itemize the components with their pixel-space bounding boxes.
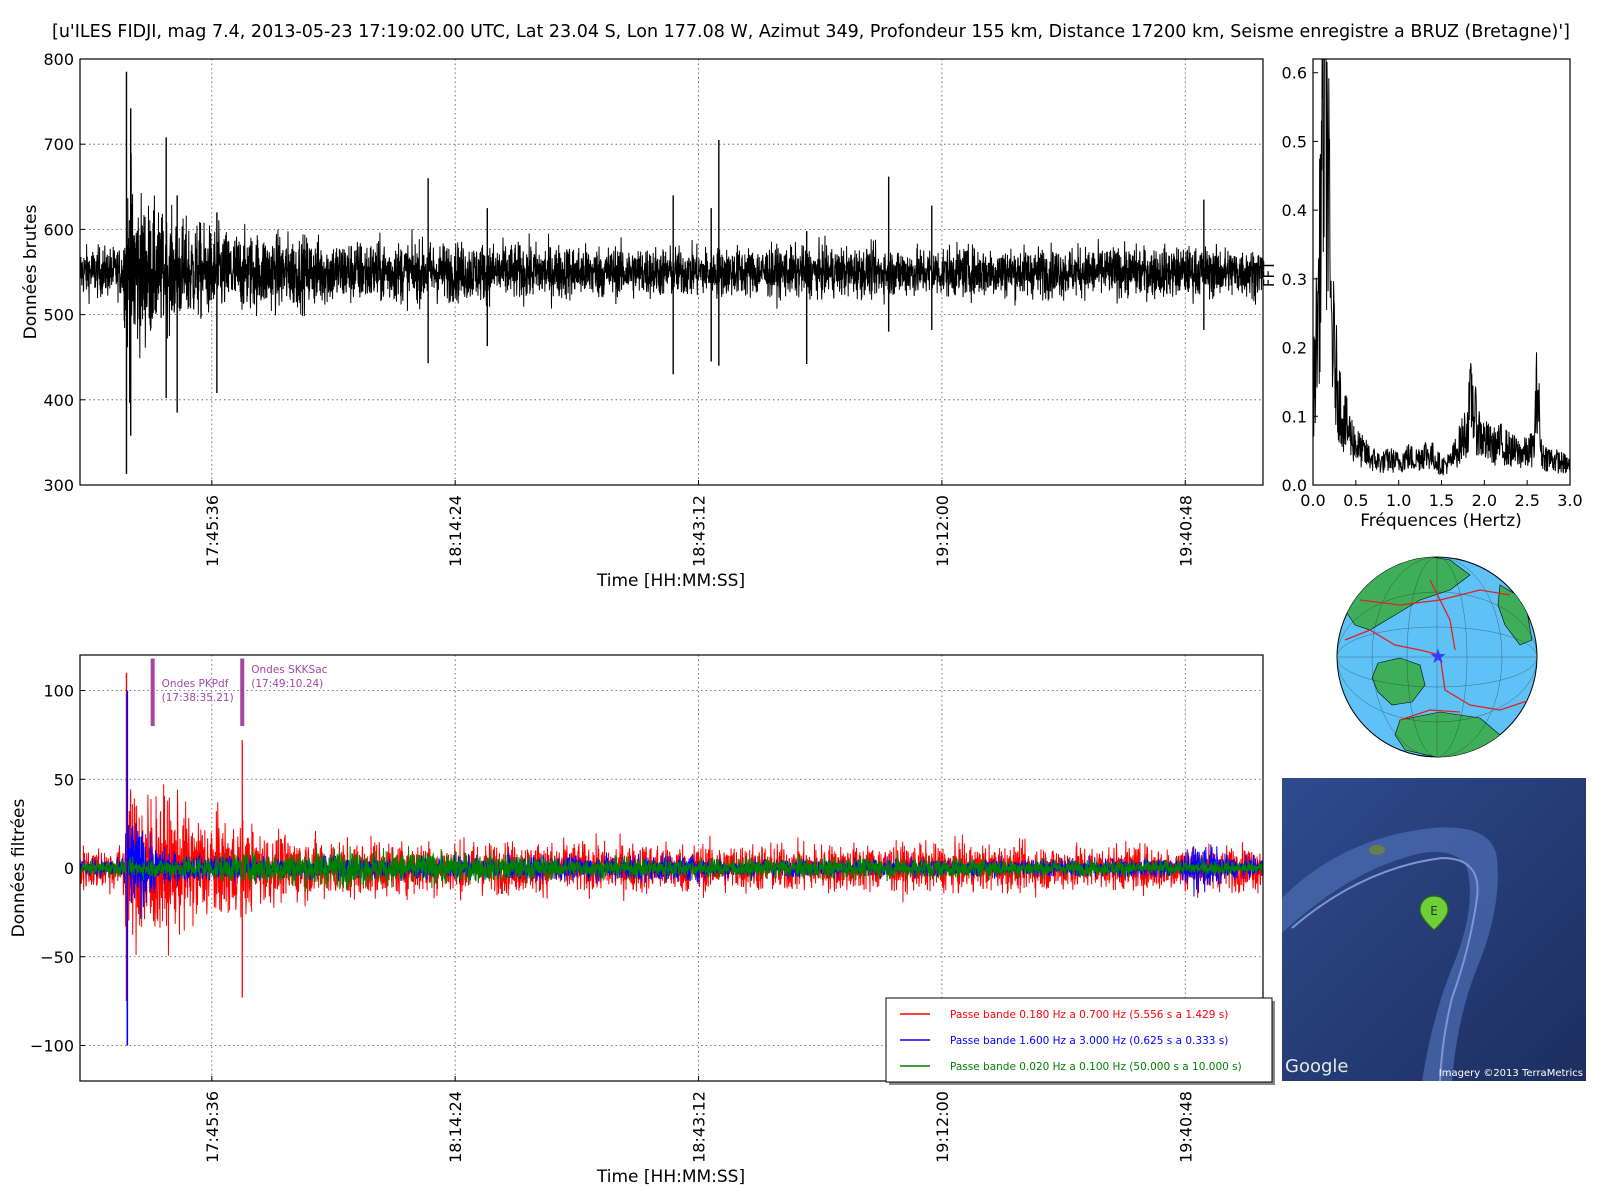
fft-y-tick-label: 0.2 xyxy=(1282,339,1307,358)
filtered-legend: Passe bande 0.180 Hz a 0.700 Hz (5.556 s… xyxy=(885,997,1275,1085)
filtered-x-tick-label: 18:14:24 xyxy=(446,1091,465,1163)
filtered-series-3 xyxy=(80,846,1263,892)
filtered-traces xyxy=(80,672,1263,1046)
legend-box xyxy=(885,997,1273,1083)
fft-x-tick-label: 0.5 xyxy=(1343,491,1368,510)
fft-y-tick-label: 0.6 xyxy=(1282,64,1307,83)
filtered-y-tick-label: −100 xyxy=(30,1037,74,1056)
raw-x-axis-label: Time [HH:MM:SS] xyxy=(596,571,745,591)
raw-x-tick-label: 18:43:12 xyxy=(690,495,709,567)
fft-x-tick-label: 0.0 xyxy=(1300,491,1325,510)
fft-y-tick-label: 0.3 xyxy=(1282,270,1307,289)
filtered-x-tick-label: 19:12:00 xyxy=(933,1091,952,1163)
filtered-y-tick-label: 50 xyxy=(54,770,74,789)
fft-x-tick-label: 1.0 xyxy=(1386,491,1411,510)
raw-y-tick-label: 400 xyxy=(43,391,74,410)
raw-x-tick-label: 19:40:48 xyxy=(1176,495,1195,567)
legend-entry-2: Passe bande 1.600 Hz a 3.000 Hz (0.625 s… xyxy=(950,1035,1228,1047)
raw-y-tick-label: 700 xyxy=(43,135,74,154)
phase-time-2: (17:49:10.24) xyxy=(251,678,323,690)
filtered-x-axis-label: Time [HH:MM:SS] xyxy=(596,1167,745,1187)
fft-x-tick-label: 3.0 xyxy=(1557,491,1582,510)
phase-label-2: Ondes SKKSac xyxy=(251,664,327,676)
fft-chart: 0.0 0.5 1.0 1.5 2.0 2.5 3.0 0.0 0.1 0.2 0.3 0.4 0.5 0… xyxy=(1260,58,1583,531)
filtered-y-axis-label: Données filtrées xyxy=(9,799,29,938)
map-trench xyxy=(1282,827,1498,1081)
phase-label-1: Ondes PKPdf xyxy=(162,678,229,690)
fft-x-tick-label: 2.5 xyxy=(1514,491,1539,510)
fft-y-tick-label: 0.5 xyxy=(1282,132,1307,151)
raw-x-tick-label: 18:14:24 xyxy=(446,495,465,567)
globe-graticule xyxy=(1337,557,1537,757)
filtered-x-tick-label: 17:45:36 xyxy=(203,1091,222,1163)
raw-y-tick-label: 500 xyxy=(43,306,74,325)
map-marker-label: E xyxy=(1430,904,1438,918)
google-logo: Google xyxy=(1285,1056,1349,1077)
raw-trace xyxy=(80,153,1263,403)
fft-side-label: FFT xyxy=(1260,260,1278,287)
imagery-credit: Imagery ©2013 TerraMetrics xyxy=(1438,1068,1583,1079)
phase-time-1: (17:38:35.21) xyxy=(162,692,234,704)
map-ridge-line xyxy=(1291,856,1479,1081)
filtered-y-tick-label: 0 xyxy=(64,859,74,878)
map-marker-icon[interactable] xyxy=(1419,895,1449,931)
fft-axes: 0.0 0.5 1.0 1.5 2.0 2.5 3.0 0.0 0.1 0.2 0.3 0.4 0.5 0… xyxy=(1282,64,1583,510)
raw-y-tick-label: 300 xyxy=(43,476,74,495)
raw-y-tick-label: 600 xyxy=(43,220,74,239)
satellite-map[interactable]: E Google Imagery ©2013 TerraMetrics xyxy=(1282,778,1586,1081)
filtered-x-tick-label: 18:43:12 xyxy=(690,1091,709,1163)
fft-y-tick-label: 0.4 xyxy=(1282,201,1307,220)
raw-chart: 17:45:36 18:14:24 18:43:12 19:12:00 19:40:48… xyxy=(21,50,1264,591)
epicenter-star-icon: ★ xyxy=(1429,644,1447,668)
filtered-y-tick-label: 100 xyxy=(43,682,74,701)
filtered-frame xyxy=(79,654,1264,1082)
figure-title: [u'ILES FIDJI, mag 7.4, 2013-05-23 17:19… xyxy=(52,22,1570,42)
fft-x-axis-label: Fréquences (Hertz) xyxy=(1360,511,1522,531)
filtered-y-tick-label: −50 xyxy=(40,948,74,967)
raw-y-tick-label: 800 xyxy=(43,50,74,69)
legend-entry-1: Passe bande 0.180 Hz a 0.700 Hz (5.556 s… xyxy=(950,1009,1228,1021)
raw-y-axis-label: Données brutes xyxy=(21,204,41,339)
fft-x-tick-label: 2.0 xyxy=(1472,491,1497,510)
map-island xyxy=(1369,845,1385,855)
globe-plate-boundaries xyxy=(1344,579,1531,721)
legend-entry-3: Passe bande 0.020 Hz a 0.100 Hz (50.000 … xyxy=(950,1061,1242,1073)
raw-frame xyxy=(79,58,1264,486)
filtered-series-1 xyxy=(80,784,1263,956)
fft-trace xyxy=(1313,59,1570,476)
fft-y-tick-label: 0.0 xyxy=(1282,476,1307,495)
raw-axes: 17:45:36 18:14:24 18:43:12 19:12:00 19:40:48… xyxy=(43,50,1195,567)
filtered-chart: 17:45:36 18:14:24 18:43:12 19:12:00 19:40:48… xyxy=(9,654,1275,1187)
raw-x-tick-label: 17:45:36 xyxy=(203,495,222,567)
raw-x-tick-label: 19:12:00 xyxy=(933,495,952,567)
fft-x-tick-label: 1.5 xyxy=(1429,491,1454,510)
filtered-x-tick-label: 19:40:48 xyxy=(1176,1091,1195,1163)
fft-y-tick-label: 0.1 xyxy=(1282,407,1307,426)
globe-map: ★ xyxy=(1336,556,1538,758)
